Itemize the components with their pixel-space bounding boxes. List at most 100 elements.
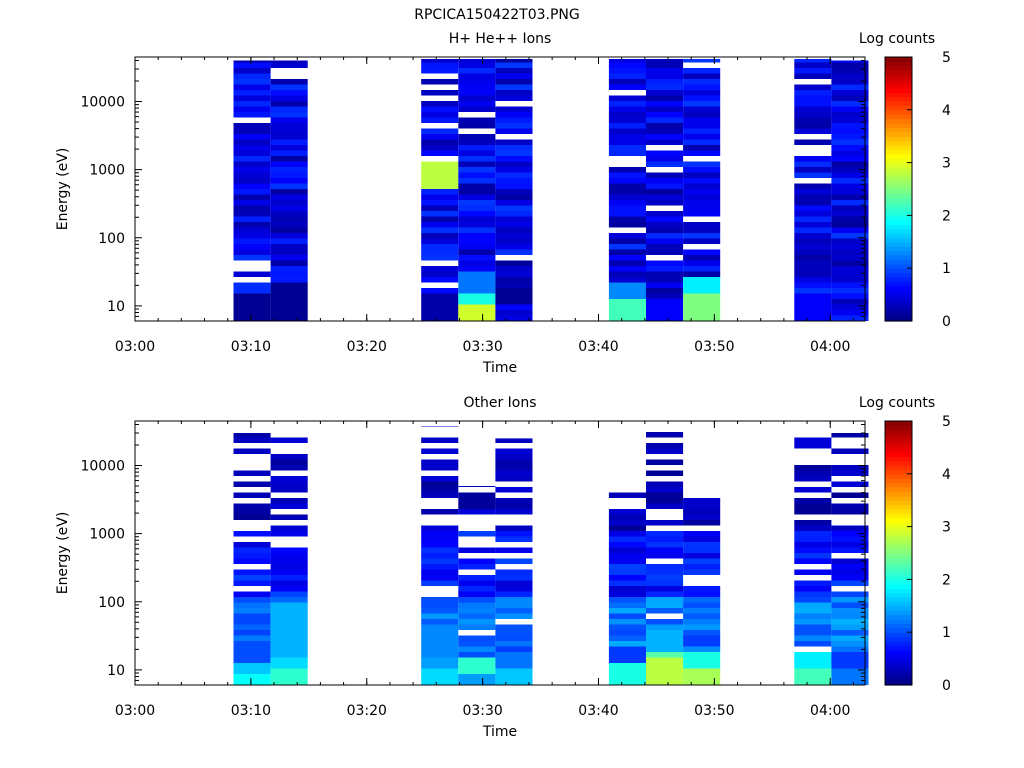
heatmap-cell (831, 112, 869, 118)
colorbar-segment (885, 145, 912, 150)
colorbar-segment (885, 96, 912, 102)
heatmap-cell (458, 558, 496, 564)
heatmap-cell (683, 564, 721, 570)
heatmap-cell (683, 68, 721, 74)
heatmap-cell (831, 194, 869, 200)
heatmap-cell (233, 101, 271, 107)
heatmap-cell (421, 575, 459, 581)
colorbar-segment (885, 434, 912, 440)
heatmap-cell (421, 79, 459, 85)
heatmap-cell (458, 238, 496, 244)
heatmap-cell (831, 646, 869, 652)
heatmap-cell (421, 679, 459, 685)
heatmap-cell (270, 624, 308, 630)
heatmap-cell (831, 525, 869, 531)
heatmap-cell (608, 608, 646, 614)
x-tick-label: 03:00 (115, 703, 155, 719)
heatmap-cell (495, 73, 533, 79)
heatmap-cell (495, 178, 533, 184)
heatmap-cell (270, 564, 308, 570)
heatmap-cell (270, 586, 308, 592)
heatmap-cell (794, 487, 832, 493)
heatmap-cell (233, 227, 271, 233)
heatmap-cell (458, 624, 496, 630)
colorbar-segment (885, 680, 912, 686)
heatmap-cell (646, 536, 684, 542)
heatmap-cell (270, 503, 308, 509)
heatmap-cell (831, 613, 869, 619)
heatmap-cell (683, 200, 721, 206)
colorbar-segment (885, 193, 912, 199)
panel-2: 03:00 03:10 03:20 03:30 03:40 03:50 04:0010100… (55, 395, 951, 740)
heatmap-cell (608, 183, 646, 189)
heatmap-cell (683, 310, 721, 316)
heatmap-cell (421, 238, 459, 244)
heatmap-cell (233, 553, 271, 559)
heatmap-cell (270, 134, 308, 140)
heatmap-cell (270, 652, 308, 658)
heatmap-cell (458, 255, 496, 261)
heatmap-cell (270, 437, 308, 443)
colorbar-tick-label: 1 (942, 261, 951, 277)
heatmap-cell (270, 487, 308, 493)
colorbar-segment (885, 482, 912, 488)
colorbar-segment (885, 605, 912, 611)
heatmap-cell (495, 503, 533, 509)
heatmap-cell (495, 630, 533, 636)
heatmap-cell (458, 597, 496, 603)
heatmap-cell (233, 503, 271, 509)
heatmap-cell (458, 619, 496, 625)
colorbar-segment (885, 566, 912, 572)
colorbar-segment (885, 636, 912, 642)
heatmap-cell (458, 293, 496, 299)
heatmap-cell (831, 635, 869, 641)
heatmap-cell (608, 172, 646, 178)
heatmap-cell (608, 597, 646, 603)
heatmap-cell (421, 569, 459, 575)
colorbar-segment (885, 136, 912, 142)
colorbar-segment (885, 259, 912, 265)
heatmap-cell (270, 222, 308, 228)
heatmap-cell (458, 156, 496, 162)
heatmap-cell (458, 657, 496, 663)
heatmap-cell (458, 222, 496, 228)
heatmap-cell (233, 255, 271, 261)
colorbar-segment (885, 312, 912, 318)
heatmap-cell (794, 194, 832, 200)
heatmap-cell (646, 282, 684, 288)
heatmap-cell (421, 641, 459, 647)
heatmap-cell (683, 172, 721, 178)
heatmap-cell (458, 564, 496, 570)
x-tick-label: 03:30 (462, 703, 502, 719)
heatmap-cell (608, 145, 646, 151)
heatmap-cell (646, 106, 684, 112)
heatmap-cell (683, 255, 721, 261)
heatmap-cell (421, 580, 459, 586)
heatmap-cell (683, 167, 721, 173)
heatmap-cell (270, 569, 308, 575)
heatmap-cell (495, 189, 533, 195)
heatmap-cell (233, 657, 271, 663)
colorbar-segment (885, 158, 912, 164)
heatmap-cell (495, 161, 533, 167)
heatmap-cell (270, 282, 308, 288)
heatmap-cell (421, 459, 459, 465)
heatmap-cell (495, 112, 533, 118)
colorbar-segment (885, 469, 912, 475)
heatmap-cell (608, 123, 646, 129)
heatmap-cell (270, 200, 308, 206)
heatmap-cell (495, 558, 533, 564)
colorbar-segment (885, 478, 912, 484)
heatmap-cell (683, 211, 721, 217)
colorbar-segment (885, 281, 912, 287)
heatmap-cell (646, 222, 684, 228)
heatmap-cell (421, 602, 459, 608)
colorbar-segment (885, 495, 912, 501)
colorbar-segment (885, 123, 912, 128)
heatmap-cell (646, 443, 684, 449)
heatmap-cell (421, 630, 459, 636)
heatmap-cell (794, 663, 832, 669)
heatmap-cell (233, 156, 271, 162)
heatmap-cell (421, 608, 459, 614)
heatmap-cell (233, 222, 271, 228)
